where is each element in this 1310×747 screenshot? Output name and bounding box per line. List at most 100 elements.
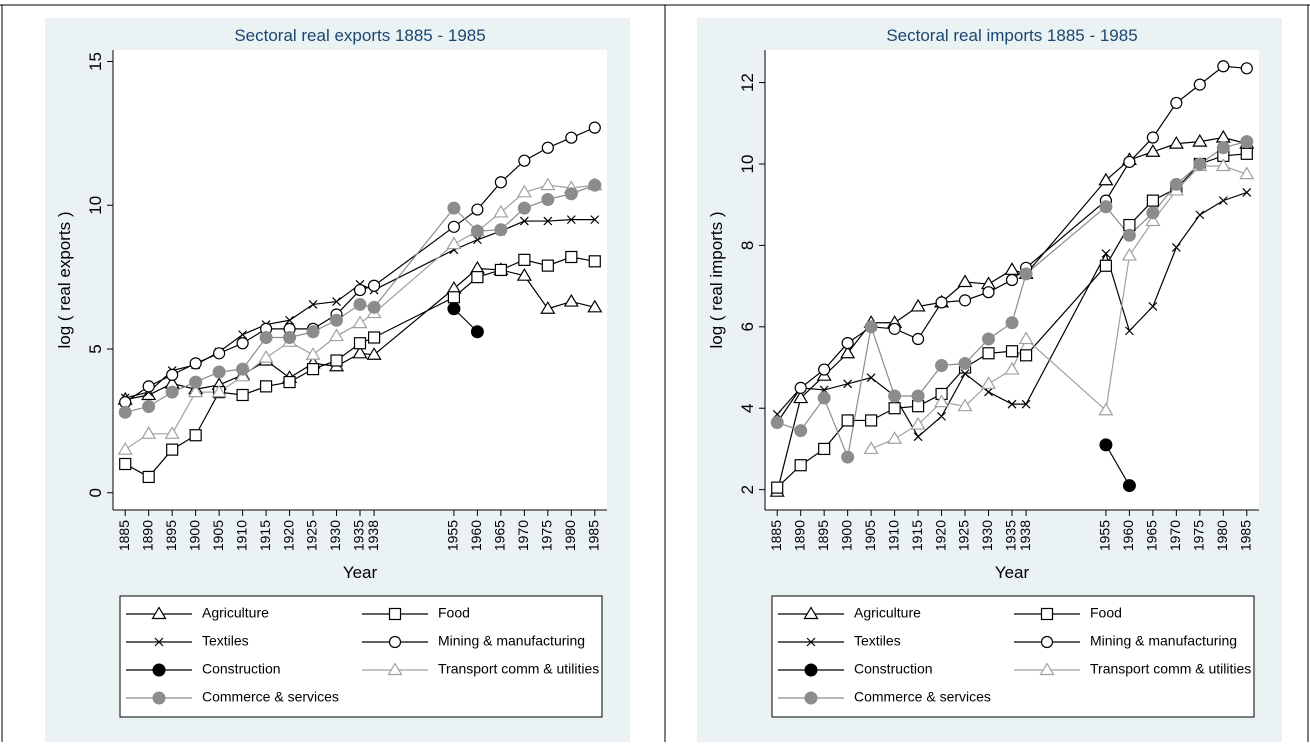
y-tick-label: 0 [86, 488, 105, 497]
legend-label: Food [1090, 605, 1122, 621]
marker [1005, 316, 1019, 330]
marker [330, 354, 343, 367]
marker [494, 176, 507, 189]
x-tick-label: 1925 [304, 520, 320, 551]
x-tick-label: 1935 [1003, 520, 1019, 551]
marker [911, 332, 925, 346]
marker [328, 328, 345, 342]
marker [888, 402, 901, 415]
y-tick-label: 6 [738, 322, 757, 331]
x-tick-label: 1965 [492, 520, 508, 551]
x-tick-label: 1915 [257, 520, 273, 551]
y-tick-label: 5 [86, 344, 105, 353]
x-tick-label: 1960 [1120, 520, 1136, 551]
marker [165, 385, 179, 399]
marker [367, 279, 381, 292]
x-tick-label: 1885 [768, 520, 784, 551]
marker [142, 400, 156, 413]
marker [1168, 135, 1184, 149]
marker [152, 663, 166, 677]
x-tick-label: 1885 [116, 520, 132, 551]
marker [1192, 133, 1208, 147]
x-tick-label: 1920 [280, 520, 296, 551]
marker [353, 297, 367, 311]
marker [541, 193, 555, 206]
marker [590, 215, 600, 225]
marker [166, 443, 179, 456]
marker [818, 363, 831, 376]
marker [540, 301, 556, 314]
chart-title: Sectoral real exports 1885 - 1985 [234, 26, 485, 45]
marker [308, 300, 318, 309]
x-tick-label: 1970 [1167, 520, 1183, 551]
x-tick-label: 1930 [327, 520, 343, 551]
legend-box [119, 595, 603, 718]
marker [982, 286, 995, 299]
y-tick-label: 10 [738, 155, 757, 174]
marker [285, 315, 294, 325]
marker [563, 293, 579, 307]
marker [517, 201, 531, 215]
marker [367, 331, 381, 344]
legend-label: Commerce & services [202, 689, 339, 705]
y-axis-title: log ( real exports ) [55, 212, 74, 349]
x-tick-label: 1938 [365, 520, 381, 551]
marker [141, 387, 157, 401]
marker [472, 235, 482, 245]
marker [213, 347, 226, 360]
marker [471, 271, 484, 284]
marker [447, 201, 461, 215]
marker [332, 297, 341, 306]
x-tick-label: 1980 [562, 520, 578, 551]
marker [1121, 247, 1137, 261]
marker [189, 429, 202, 442]
marker [1124, 326, 1134, 336]
marker [518, 154, 531, 167]
marker [118, 405, 132, 419]
legend-label: Mining & manufacturing [438, 633, 585, 649]
chart-panel: Sectoral real exports 1885 - 1985 0 5 10 15 1… [45, 18, 630, 742]
y-tick-label: 12 [738, 73, 757, 92]
legend-label: Construction [854, 661, 933, 677]
marker [1240, 147, 1253, 160]
x-tick-label: 1900 [838, 520, 854, 551]
marker [189, 357, 202, 370]
marker [1240, 135, 1254, 149]
marker [957, 398, 973, 412]
marker [117, 441, 133, 455]
chart-panel: Sectoral real imports 1885 - 1985 2 4 6 8 10 1… [697, 18, 1282, 742]
marker [1145, 144, 1161, 157]
marker [888, 389, 902, 403]
x-tick-label: 1955 [445, 520, 461, 551]
marker [1215, 158, 1231, 172]
marker [516, 184, 532, 198]
marker [818, 442, 831, 456]
marker [188, 384, 204, 398]
legend-label: Textiles [854, 633, 901, 649]
legend-label: Agriculture [202, 605, 269, 621]
x-tick-label: 1970 [515, 520, 531, 551]
marker [154, 637, 164, 647]
x-tick-label: 1900 [186, 520, 202, 551]
marker [958, 356, 972, 370]
x-tick-label: 1930 [979, 520, 995, 551]
marker [1039, 662, 1055, 676]
marker [164, 426, 180, 439]
marker [541, 259, 554, 272]
marker [840, 345, 856, 359]
marker [794, 381, 807, 394]
marker [1169, 177, 1183, 191]
x-tick-label: 1890 [139, 520, 155, 551]
marker [1171, 243, 1181, 252]
marker [540, 177, 556, 191]
x-tick-label: 1985 [1237, 520, 1253, 551]
marker [980, 376, 997, 389]
y-tick-label: 10 [86, 196, 105, 215]
marker [494, 263, 507, 277]
marker [388, 607, 402, 621]
x-tick-label: 1960 [468, 520, 484, 551]
marker [888, 322, 901, 335]
marker [1101, 249, 1111, 258]
marker [142, 470, 155, 484]
